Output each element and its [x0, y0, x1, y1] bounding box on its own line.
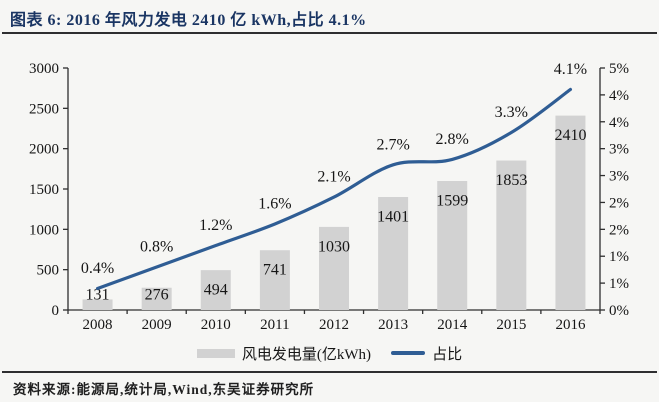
bar-series-swatch-icon	[196, 348, 235, 358]
svg-text:131: 131	[86, 287, 110, 304]
svg-text:1000: 1000	[29, 222, 59, 238]
chart-legend: 风电发电量(亿kWh) 占比	[0, 344, 659, 363]
svg-text:494: 494	[204, 282, 228, 299]
bar-2009	[141, 287, 172, 310]
svg-text:2%: 2%	[609, 222, 629, 238]
svg-text:1%: 1%	[609, 276, 629, 292]
svg-text:2016: 2016	[555, 317, 586, 333]
bar-2008	[82, 299, 113, 310]
bar-2012	[319, 226, 349, 310]
x-axis: 2008 2009 2010 2011 2012 2013 2014 2015 2016	[67, 309, 601, 333]
bar-value-labels: 131 276 494 741 1030 1401 1599 1853 2410	[86, 127, 587, 303]
svg-text:2410: 2410	[554, 127, 586, 144]
svg-text:3%: 3%	[609, 142, 629, 158]
svg-text:1030: 1030	[318, 238, 350, 255]
svg-text:2010: 2010	[201, 317, 231, 333]
svg-text:500: 500	[37, 263, 60, 279]
svg-text:0.4%: 0.4%	[81, 260, 114, 277]
footer-divider	[2, 371, 657, 373]
svg-text:2.1%: 2.1%	[317, 169, 350, 186]
svg-text:276: 276	[145, 287, 169, 304]
source-note: 资料来源:能源局,统计局,Wind,东吴证券研究所	[13, 382, 315, 397]
svg-text:2%: 2%	[609, 195, 629, 211]
bar-2016	[555, 115, 586, 311]
line-series-label: 占比	[432, 346, 463, 363]
svg-text:0%: 0%	[609, 303, 629, 319]
svg-text:0.8%: 0.8%	[140, 238, 173, 255]
svg-text:2000: 2000	[29, 142, 59, 158]
svg-text:2014: 2014	[437, 317, 468, 333]
svg-text:4%: 4%	[609, 115, 629, 131]
svg-text:2009: 2009	[142, 317, 172, 333]
svg-text:1401: 1401	[377, 208, 409, 225]
svg-text:2011: 2011	[260, 317, 289, 333]
bar-2014	[437, 181, 468, 310]
svg-text:2500: 2500	[29, 101, 59, 117]
left-axis: 0 500 1000 1500 2000 2500 3000	[29, 61, 69, 319]
svg-text:1500: 1500	[29, 182, 59, 198]
svg-text:2.7%: 2.7%	[376, 136, 409, 153]
share-line-path	[95, 87, 572, 291]
svg-text:1.6%: 1.6%	[258, 195, 291, 212]
svg-text:2.8%: 2.8%	[436, 131, 469, 148]
combo-chart-canvas: 0 500 1000 1500 2000 2500 3000 5% 4% 4% 3% 3% 2% 2% 1%…	[29, 61, 629, 333]
svg-text:741: 741	[263, 262, 287, 279]
svg-text:1.2%: 1.2%	[199, 217, 232, 234]
bars-group	[82, 115, 586, 311]
svg-text:5%: 5%	[609, 61, 629, 77]
figure-title: 图表 6: 2016 年风力发电 2410 亿 kWh,占比 4.1%	[10, 12, 367, 29]
share-line-labels: 0.4% 0.8% 1.2% 1.6% 2.1% 2.7% 2.8% 3.3% 4.1%	[81, 61, 587, 277]
svg-text:1853: 1853	[495, 172, 527, 189]
svg-text:2008: 2008	[83, 317, 113, 333]
share-line	[95, 87, 572, 291]
right-axis: 5% 4% 4% 3% 3% 2% 2% 1% 1% 0%	[599, 61, 629, 319]
svg-text:2013: 2013	[378, 317, 408, 333]
svg-text:2012: 2012	[319, 317, 349, 333]
svg-text:1%: 1%	[609, 249, 629, 265]
line-series-swatch-icon	[391, 351, 426, 355]
bar-2010	[200, 270, 231, 310]
svg-text:4%: 4%	[609, 88, 629, 104]
bar-2013	[378, 196, 409, 310]
figure-header: 图表 6: 2016 年风力发电 2410 亿 kWh,占比 4.1%	[2, 0, 657, 34]
bar-2015	[496, 160, 527, 310]
svg-text:2015: 2015	[496, 317, 526, 333]
svg-text:3.3%: 3.3%	[495, 104, 528, 121]
svg-text:1599: 1599	[436, 193, 468, 210]
bar-2011	[259, 250, 290, 310]
svg-text:4.1%: 4.1%	[554, 61, 587, 78]
svg-text:3000: 3000	[29, 61, 59, 77]
bar-series-label: 风电发电量(亿kWh)	[241, 346, 372, 363]
svg-text:0: 0	[52, 303, 60, 319]
svg-text:3%: 3%	[609, 169, 629, 185]
